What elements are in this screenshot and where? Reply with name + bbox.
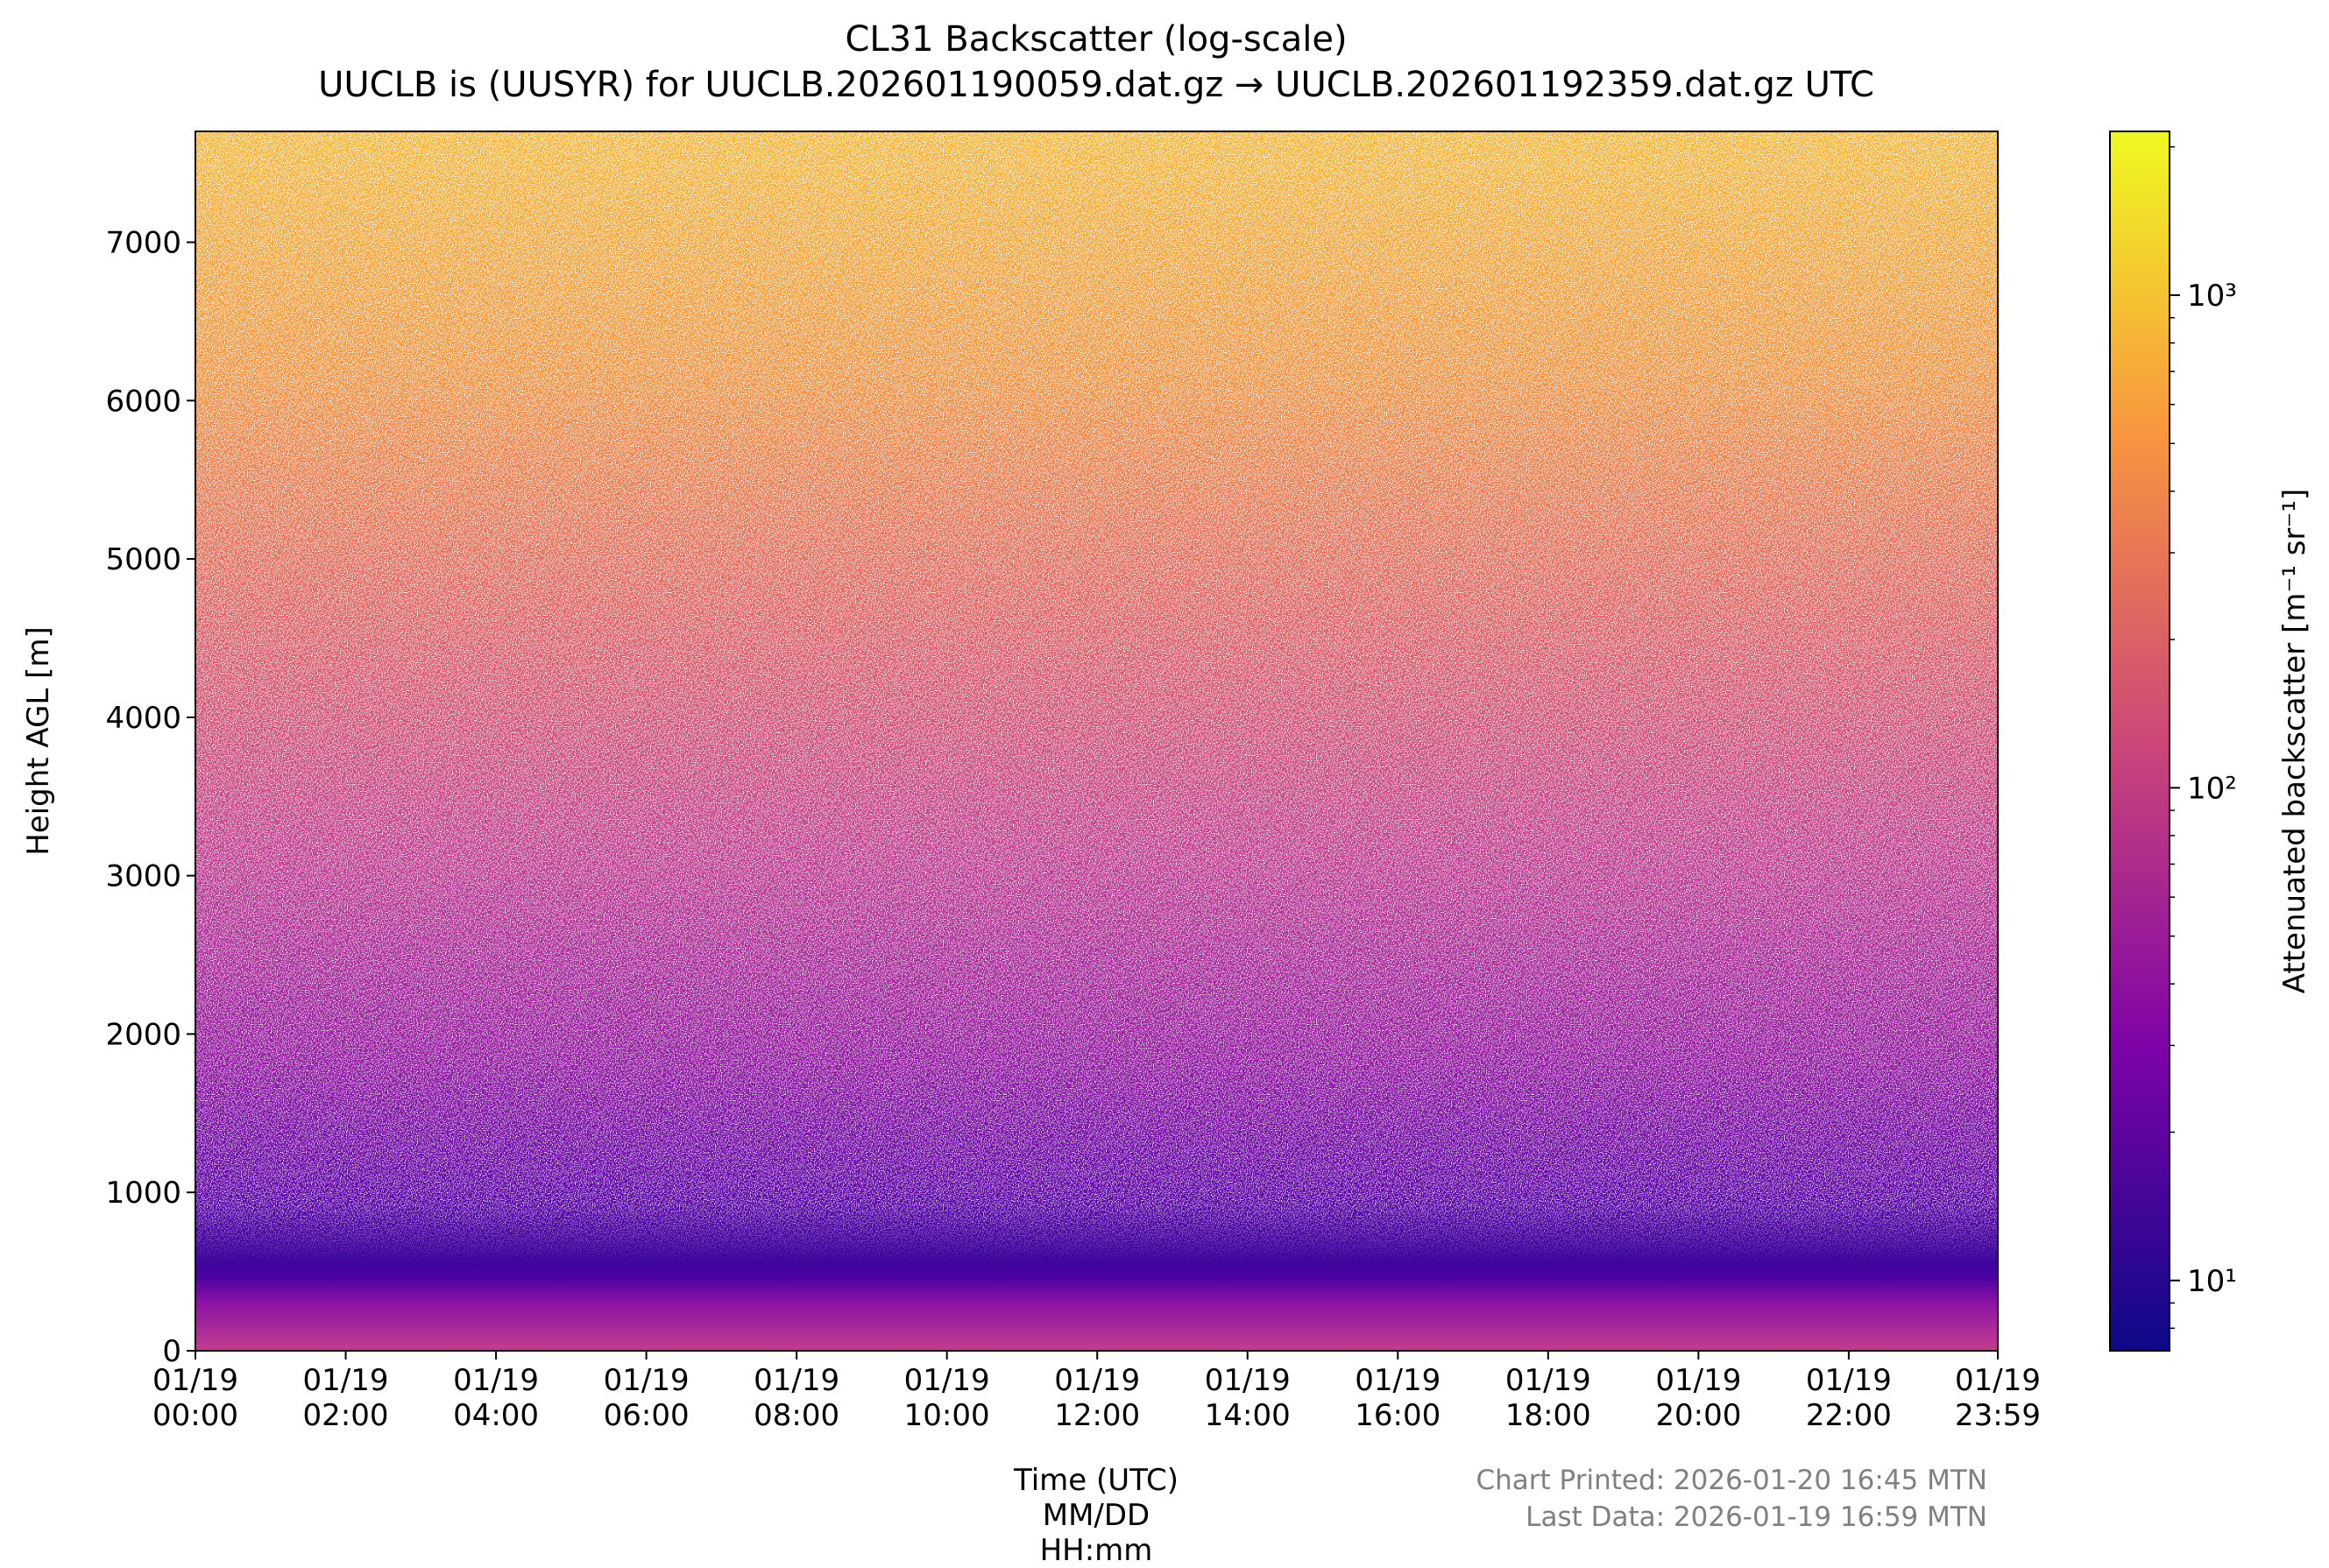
y-tick-label: 0: [162, 1334, 181, 1369]
x-tick-label: 01/19 18:00: [1504, 1363, 1591, 1433]
colorbar: [2109, 131, 2170, 1352]
annotation: Chart Printed: 2026-01-20 16:45 MTN: [1476, 1465, 1987, 1496]
y-tick-label: 1000: [105, 1176, 181, 1211]
x-tick-label: 01/19 23:59: [1955, 1363, 2041, 1433]
y-tick-label: 7000: [105, 226, 181, 261]
x-tick-label: 01/19 10:00: [903, 1363, 990, 1433]
y-tick-label: 5000: [105, 542, 181, 577]
x-tick-label: 01/19 04:00: [453, 1363, 540, 1433]
x-tick-label: 01/19 16:00: [1355, 1363, 1441, 1433]
y-tick-label: 2000: [105, 1017, 181, 1052]
colorbar-label: Attenuated backscatter [m⁻¹ sr⁻¹]: [2277, 489, 2312, 994]
chart-title: CL31 Backscatter (log-scale): [845, 19, 1347, 60]
colorbar-tick-label: 10¹: [2187, 1264, 2237, 1299]
y-tick-label: 3000: [105, 859, 181, 894]
x-tick-label: 01/19 20:00: [1655, 1363, 1742, 1433]
x-tick-label: 01/19 00:00: [152, 1363, 238, 1433]
x-tick-label: 01/19 22:00: [1805, 1363, 1892, 1433]
colorbar-tick-label: 10²: [2187, 771, 2237, 806]
y-axis-label: Height AGL [m]: [21, 626, 56, 856]
backscatter-noise: [195, 131, 1998, 1351]
x-tick-label: 01/19 06:00: [603, 1363, 690, 1433]
y-tick-label: 6000: [105, 384, 181, 419]
annotation: Last Data: 2026-01-19 16:59 MTN: [1526, 1501, 1987, 1533]
colorbar-tick-label: 10³: [2187, 279, 2237, 314]
x-axis-label: Time (UTC) MM/DD HH:mm: [1014, 1463, 1179, 1568]
chart-subtitle: UUCLB is (UUSYR) for UUCLB.202601190059.…: [318, 65, 1874, 105]
x-tick-label: 01/19 02:00: [302, 1363, 389, 1433]
x-tick-label: 01/19 14:00: [1204, 1363, 1291, 1433]
x-tick-label: 01/19 12:00: [1054, 1363, 1141, 1433]
y-tick-label: 4000: [105, 701, 181, 736]
x-tick-label: 01/19 08:00: [754, 1363, 840, 1433]
